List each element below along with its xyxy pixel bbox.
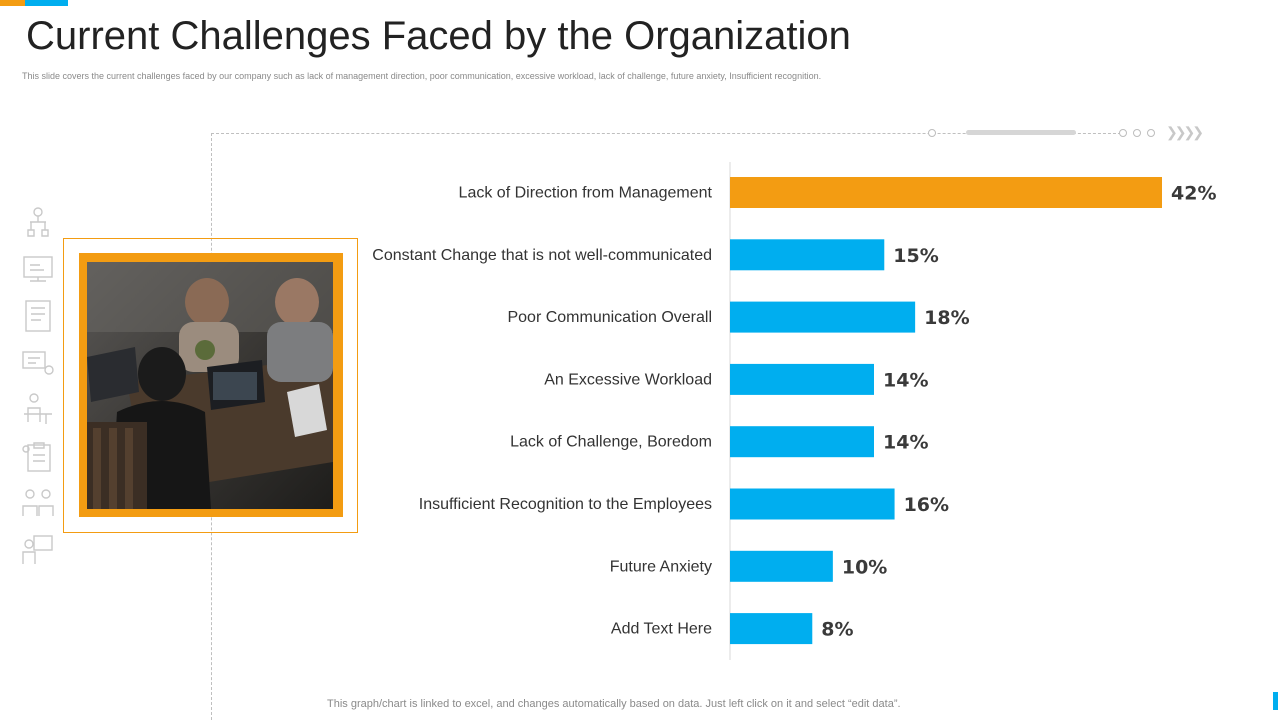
decorative-ring-icon	[928, 129, 936, 137]
bar	[730, 613, 813, 645]
value-label: 16%	[904, 494, 949, 516]
value-label: 42%	[1171, 183, 1216, 205]
category-label: Lack of Challenge, Boredom	[510, 434, 712, 451]
bar	[730, 177, 1162, 208]
corner-accent-blue	[25, 0, 68, 6]
clipboard-icon	[22, 442, 51, 472]
bar	[730, 363, 874, 395]
decorative-ring-icon	[1133, 129, 1141, 137]
corner-accent-tick	[1273, 692, 1278, 710]
category-label: An Excessive Workload	[544, 371, 712, 388]
org-chart-icon	[27, 207, 49, 237]
value-label: 15%	[893, 245, 938, 267]
value-label: 10%	[842, 556, 887, 578]
category-label: Insufficient Recognition to the Employee…	[419, 496, 712, 513]
category-label: Lack of Direction from Management	[459, 185, 713, 202]
bar	[730, 301, 916, 333]
page-title: Current Challenges Faced by the Organiza…	[26, 14, 851, 58]
category-label: Poor Communication Overall	[507, 309, 712, 326]
bar	[730, 550, 833, 582]
value-label: 18%	[924, 307, 969, 329]
chevrons-right-icon: ❯❯❯❯	[1166, 124, 1204, 140]
footer-note: This graph/chart is linked to excel, and…	[327, 698, 901, 710]
document-icon	[25, 300, 51, 332]
decorative-horizontal-dashed-line	[211, 133, 1126, 134]
value-label: 14%	[883, 369, 928, 391]
decorative-ring-icon	[1119, 129, 1127, 137]
bar	[730, 239, 885, 271]
corner-accent-orange	[0, 0, 25, 6]
value-labels-group: 42% 15% 18% 14% 14% 16% 10% 8%	[821, 183, 1216, 641]
value-label: 8%	[821, 619, 853, 641]
bar	[730, 488, 895, 520]
photo-outer-frame	[63, 238, 358, 533]
meeting-icon	[22, 351, 54, 375]
category-label: Add Text Here	[611, 621, 712, 638]
team-icon	[22, 488, 54, 516]
team-working-photo	[87, 262, 333, 509]
category-labels-group: Lack of Direction from Management Constan…	[372, 185, 712, 638]
category-label: Future Anxiety	[610, 558, 712, 575]
photo-frame	[79, 253, 343, 517]
analyst-icon	[22, 535, 53, 565]
value-label: 14%	[883, 432, 928, 454]
desk-worker-icon	[24, 393, 52, 425]
bar	[730, 426, 874, 458]
bars-group	[730, 177, 1162, 645]
presentation-icon	[23, 255, 53, 282]
page-subtitle: This slide covers the current challenges…	[22, 71, 822, 81]
decorative-ring-icon	[1147, 129, 1155, 137]
decorative-progress-pill	[966, 130, 1076, 135]
category-label: Constant Change that is not well-communi…	[372, 247, 712, 264]
